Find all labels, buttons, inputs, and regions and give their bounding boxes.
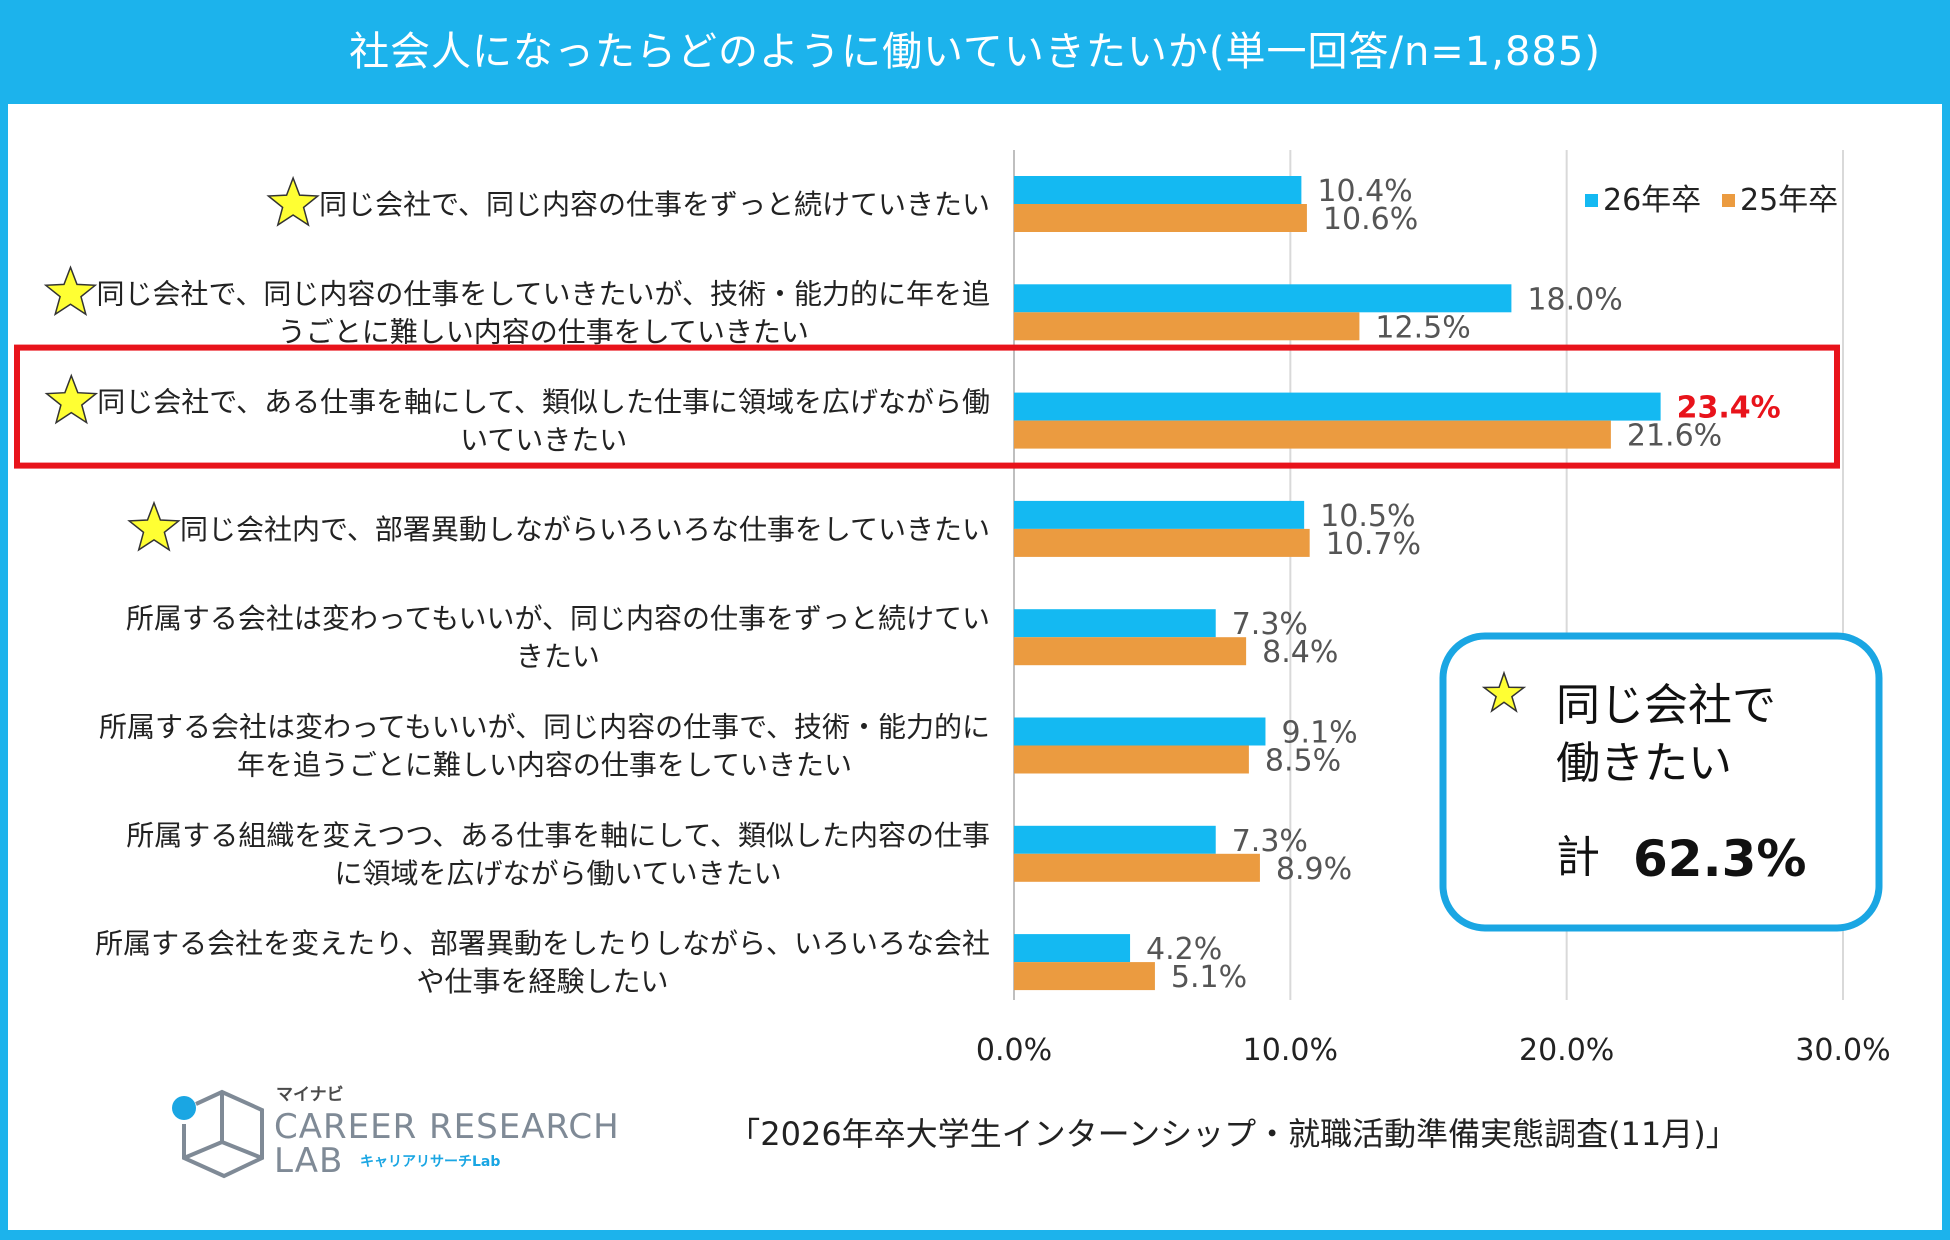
category-label: 同じ会社で、同じ内容の仕事をずっと続けていきたい — [319, 188, 990, 221]
legend-label: 25年卒 — [1740, 183, 1838, 218]
chart-title: 社会人になったらどのように働いていきたいか(単一回答/n=1,885) — [349, 29, 1601, 75]
category-labels: 同じ会社で、同じ内容の仕事をずっと続けていきたい同じ会社で、同じ内容の仕事をして… — [43, 175, 990, 998]
bar-series1 — [1014, 717, 1266, 746]
data-label: 10.5% — [1320, 499, 1415, 534]
data-label: 8.4% — [1262, 635, 1338, 670]
star-icon — [1481, 670, 1527, 713]
bar-series1 — [1014, 284, 1512, 313]
legend-swatch — [1722, 194, 1735, 207]
category-label: 所属する組織を変えつつ、ある仕事を軸にして、類似した内容の仕事 — [126, 819, 990, 852]
bar-series2 — [1014, 204, 1307, 232]
legend-swatch — [1585, 194, 1598, 207]
data-label: 12.5% — [1375, 310, 1470, 345]
bar-series2 — [1014, 637, 1247, 666]
category-label: や仕事を経験したい — [417, 965, 669, 998]
category-label: 所属する会社は変わってもいいが、同じ内容の仕事で、技術・能力的に — [99, 711, 990, 744]
category-label: 同じ会社で、ある仕事を軸にして、類似した仕事に領域を広げながら働 — [97, 386, 990, 419]
logo-career-research-text: CAREER RESEARCH — [274, 1107, 620, 1147]
data-label: 9.1% — [1281, 716, 1357, 751]
career-research-lab-logo: マイナビ CAREER RESEARCH LAB キャリアリサーチLab — [172, 1085, 620, 1181]
x-axis-ticks: 0.0% 10.0% 20.0% 30.0% — [976, 1033, 1891, 1068]
star-icon — [43, 265, 98, 317]
star-icon — [266, 175, 320, 227]
logo-japanese-text: キャリアリサーチLab — [360, 1154, 500, 1170]
star-icon — [44, 373, 99, 425]
x-tick-label: 10.0% — [1243, 1033, 1338, 1068]
data-label: 21.6% — [1627, 419, 1722, 454]
bar-series1 — [1014, 609, 1216, 638]
data-label: 8.9% — [1276, 852, 1352, 887]
data-label: 10.7% — [1326, 527, 1421, 562]
category-label: 同じ会社で、同じ内容の仕事をしていきたいが、技術・能力的に年を追 — [97, 277, 990, 310]
logo-lab-text: LAB — [274, 1141, 343, 1181]
callout-border — [1439, 632, 1883, 932]
source-caption: 「2026年卒大学生インターンシップ・就職活動準備実態調査(11月)」 — [728, 1115, 1738, 1153]
star-icon — [127, 500, 181, 552]
bar-series1 — [1014, 176, 1302, 204]
data-label: 4.2% — [1146, 932, 1222, 967]
logo-mynavi-text: マイナビ — [276, 1085, 344, 1105]
category-label: 所属する会社は変わってもいいが、同じ内容の仕事をずっと続けてい — [126, 602, 990, 635]
callout-total-value: 62.3% — [1633, 830, 1806, 888]
data-label: 7.3% — [1232, 824, 1308, 859]
category-label: 同じ会社内で、部署異動しながらいろいろな仕事をしていきたい — [180, 513, 990, 546]
bar-series2 — [1014, 962, 1155, 991]
callout-line2: 働きたい — [1556, 738, 1732, 789]
highlight-box — [14, 344, 1840, 469]
bar-series2 — [1014, 420, 1611, 449]
callout-box: 同じ会社で 働きたい 計 62.3% — [1439, 632, 1883, 932]
x-tick-label: 30.0% — [1795, 1033, 1890, 1068]
bar-series1 — [1014, 500, 1305, 529]
category-label: 年を追うごとに難しい内容の仕事をしていきたい — [237, 749, 852, 782]
bar-series1 — [1014, 934, 1131, 963]
category-label: きたい — [516, 640, 600, 673]
data-label: 10.4% — [1317, 174, 1412, 209]
bar-series2 — [1014, 853, 1260, 882]
bar-series1 — [1014, 825, 1216, 854]
category-label: に領域を広げながら働いていきたい — [335, 857, 782, 890]
logo-cube-icon — [182, 1089, 264, 1179]
data-label: 5.1% — [1171, 960, 1247, 995]
data-label: 18.0% — [1527, 282, 1622, 317]
logo-dot-icon — [172, 1096, 196, 1120]
category-label: 所属する会社を変えたり、部署異動をしたりしながら、いろいろな会社 — [95, 927, 990, 960]
callout-line1: 同じ会社で — [1556, 680, 1776, 731]
x-tick-label: 0.0% — [976, 1033, 1052, 1068]
data-label: 8.5% — [1265, 744, 1341, 779]
legend-label: 26年卒 — [1603, 183, 1701, 218]
category-label: うごとに難しい内容の仕事をしていきたい — [278, 315, 809, 348]
category-label: いていきたい — [460, 424, 627, 457]
callout-total-label: 計 — [1556, 832, 1600, 883]
bars-group: 10.4%10.6% 18.0% 12.5% 23.4%21.6% 10.5%10.7%… — [1014, 174, 1781, 995]
bar-series2 — [1014, 312, 1360, 341]
data-label: 7.3% — [1232, 607, 1308, 642]
legend: 26年卒 25年卒 — [1585, 183, 1838, 218]
bar-series2 — [1014, 745, 1249, 774]
x-tick-label: 20.0% — [1519, 1033, 1614, 1068]
data-label: 10.6% — [1323, 202, 1418, 237]
bar-series2 — [1014, 528, 1310, 557]
data-label: 23.4% — [1677, 391, 1781, 426]
bar-series1 — [1014, 392, 1661, 421]
